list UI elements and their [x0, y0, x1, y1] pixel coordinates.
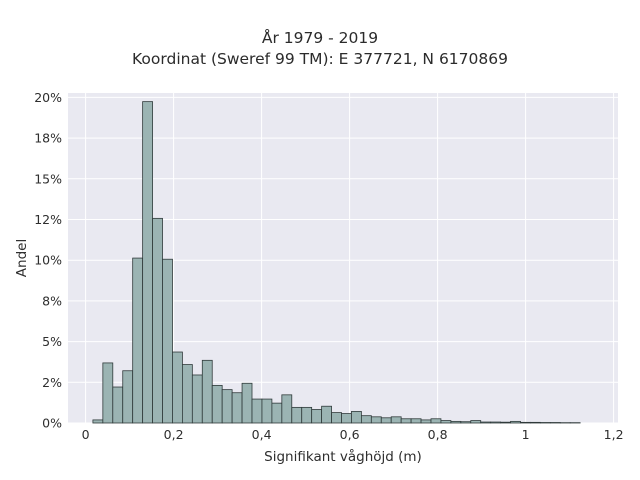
histogram-bar — [201, 359, 213, 424]
histogram-bar — [281, 394, 293, 424]
x-axis-label: Signifikant våghöjd (m) — [264, 448, 422, 465]
histogram-bar — [380, 417, 392, 424]
histogram-bar — [331, 412, 342, 424]
histogram-bar — [92, 419, 104, 424]
histogram-bar — [221, 389, 233, 424]
chart-subtitle: Koordinat (Sweref 99 TM): E 377721, N 61… — [132, 50, 508, 68]
histogram-bar — [390, 416, 402, 424]
histogram-bar — [191, 374, 203, 424]
histogram-bar — [410, 418, 422, 424]
x-tick-label: 0,4 — [252, 427, 272, 442]
histogram-bar — [311, 409, 323, 424]
histogram-bar — [351, 411, 362, 424]
y-tick-label: 12% — [34, 212, 62, 227]
x-tick-label: 1,2 — [604, 427, 624, 442]
x-tick-label: 0,2 — [164, 427, 184, 442]
histogram-bar — [122, 370, 134, 424]
histogram-bar — [132, 257, 144, 424]
histogram-bar — [271, 402, 283, 424]
histogram-bar — [291, 406, 303, 424]
histogram-bar — [112, 386, 124, 424]
histogram-bar — [181, 364, 193, 424]
x-tick-label: 1 — [522, 427, 530, 442]
histogram-bar — [142, 101, 153, 424]
y-tick-label: 0% — [42, 416, 62, 431]
x-tick-label: 0 — [82, 427, 90, 442]
histogram-bar — [321, 405, 332, 424]
histogram-bar — [470, 420, 482, 424]
histogram-bar — [172, 351, 183, 424]
histogram-bar — [162, 258, 173, 424]
histogram-bar — [510, 420, 521, 424]
y-axis-label: Andel — [14, 239, 30, 277]
x-tick-label: 0,8 — [428, 427, 448, 442]
histogram-bar — [480, 421, 492, 424]
histogram-bar — [360, 415, 372, 424]
y-tick-label: 2% — [42, 375, 62, 390]
histogram-bar — [301, 406, 313, 424]
histogram-bar — [520, 421, 531, 424]
histogram-bar — [341, 413, 352, 424]
histogram-bar — [400, 418, 412, 424]
histogram-bar — [440, 420, 452, 424]
histogram-bar — [430, 418, 442, 424]
y-tick-label: 8% — [42, 293, 62, 308]
histogram-bar — [500, 421, 511, 424]
histogram-bar — [370, 416, 382, 424]
y-tick-label: 5% — [42, 334, 62, 349]
y-tick-label: 18% — [34, 131, 62, 146]
histogram-bar — [152, 217, 163, 424]
histogram-bar — [450, 420, 462, 424]
y-tick-label: 20% — [34, 90, 62, 105]
chart-title: År 1979 - 2019 — [261, 29, 379, 47]
histogram-bar — [420, 419, 432, 424]
histogram-bar — [261, 398, 273, 424]
x-tick-label: 0,6 — [340, 427, 360, 442]
histogram-bar — [241, 382, 253, 424]
y-tick-label: 10% — [34, 253, 62, 268]
histogram-bar — [460, 421, 472, 424]
histogram-bar — [251, 398, 263, 424]
histogram-bar — [231, 392, 243, 424]
histogram-bar — [530, 421, 541, 424]
histogram-bar — [490, 421, 502, 424]
histogram-bar — [102, 362, 114, 424]
histogram-bar — [211, 384, 223, 424]
y-tick-label: 15% — [34, 171, 62, 186]
